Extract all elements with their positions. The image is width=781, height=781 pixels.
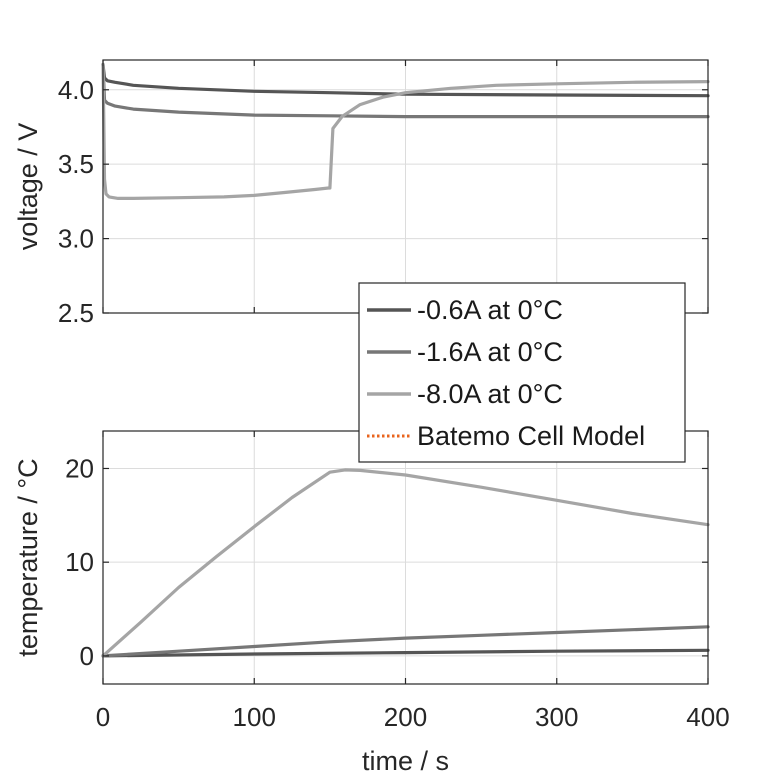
y-tick-label: 4.0	[58, 75, 94, 105]
y-axis-label: temperature / °C	[13, 458, 43, 656]
legend-entry: -8.0A at 0°C	[367, 379, 563, 409]
legend-entry: -0.6A at 0°C	[367, 295, 563, 325]
legend-label: -8.0A at 0°C	[417, 379, 563, 409]
y-tick-label: 2.5	[58, 298, 94, 328]
y-tick-label: 3.0	[58, 224, 94, 254]
legend-label: Batemo Cell Model	[417, 421, 645, 451]
legend-label: -0.6A at 0°C	[417, 295, 563, 325]
x-tick-label: 0	[96, 702, 110, 732]
chart-panel-2: 0 100 200 300 400 0 10 20 temperature / °C time /…	[13, 430, 730, 776]
series-line-3	[101, 62, 710, 200]
legend-items: -0.6A at 0°C -1.6A at 0°C -8.0A at 0°C Bate…	[367, 295, 645, 451]
chart-panels: 2.5 3.0 3.5 4.0 voltage / V 0 100 200 300 400 0 10 2…	[13, 59, 730, 776]
x-tick-label: 200	[384, 702, 427, 732]
x-tick-label: 300	[535, 702, 578, 732]
chart-panel-1: 2.5 3.0 3.5 4.0 voltage / V	[13, 59, 710, 328]
series-line-2	[101, 625, 710, 658]
series-line-1	[101, 62, 710, 98]
series-line-1	[101, 648, 710, 658]
series-line-3	[101, 468, 710, 658]
y-tick-label: 20	[65, 453, 94, 483]
x-axis-label: time / s	[362, 746, 449, 776]
y-tick-label: 0	[80, 641, 94, 671]
legend-label: -1.6A at 0°C	[417, 337, 563, 367]
legend-box	[358, 282, 686, 463]
y-tick-label: 10	[65, 547, 94, 577]
legend-entry: Batemo Cell Model	[367, 421, 645, 451]
series-line-2	[101, 62, 710, 119]
legend-entry: -1.6A at 0°C	[367, 337, 563, 367]
y-axis-label: voltage / V	[13, 123, 43, 251]
x-tick-label: 100	[233, 702, 276, 732]
x-tick-label: 400	[686, 702, 729, 732]
y-tick-label: 3.5	[58, 149, 94, 179]
legend: -0.6A at 0°C -1.6A at 0°C -8.0A at 0°C Bate…	[358, 282, 686, 463]
